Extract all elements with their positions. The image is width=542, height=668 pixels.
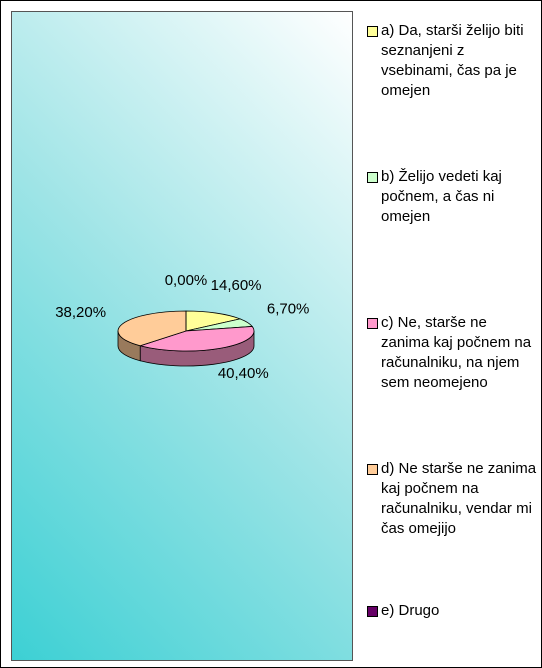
legend-swatch bbox=[367, 464, 378, 475]
legend-swatch bbox=[367, 172, 378, 183]
legend-label: c) Ne, starše ne zanima kaj počnem na ra… bbox=[381, 314, 532, 391]
pie-slice bbox=[117, 310, 187, 347]
legend-label: a) Da, starši želijo biti seznanjeni z v… bbox=[381, 22, 524, 99]
data-label: 38,20% bbox=[55, 304, 106, 321]
data-label: 0,00% bbox=[165, 272, 208, 289]
legend-label: d) Ne starše ne zanima kaj počnem na rač… bbox=[381, 460, 537, 537]
legend-entry: c) Ne, starše ne zanima kaj počnem na ra… bbox=[367, 313, 539, 393]
data-label: 14,60% bbox=[211, 277, 262, 294]
legend-swatch bbox=[367, 606, 378, 617]
legend-entry: e) Drugo bbox=[367, 601, 539, 621]
pie-slice bbox=[138, 326, 255, 352]
data-label: 6,70% bbox=[267, 301, 310, 318]
legend-entry: b) Želijo vedeti kaj počnem, a čas ni om… bbox=[367, 167, 539, 227]
legend-label: b) Želijo vedeti kaj počnem, a čas ni om… bbox=[381, 168, 502, 225]
legend-label: e) Drugo bbox=[381, 602, 440, 619]
pie-slice bbox=[185, 310, 242, 332]
data-label: 40,40% bbox=[218, 365, 269, 382]
legend-entry: a) Da, starši želijo biti seznanjeni z v… bbox=[367, 21, 539, 101]
legend-swatch bbox=[367, 26, 378, 37]
legend-entry: d) Ne starše ne zanima kaj počnem na rač… bbox=[367, 459, 539, 539]
legend-swatch bbox=[367, 318, 378, 329]
